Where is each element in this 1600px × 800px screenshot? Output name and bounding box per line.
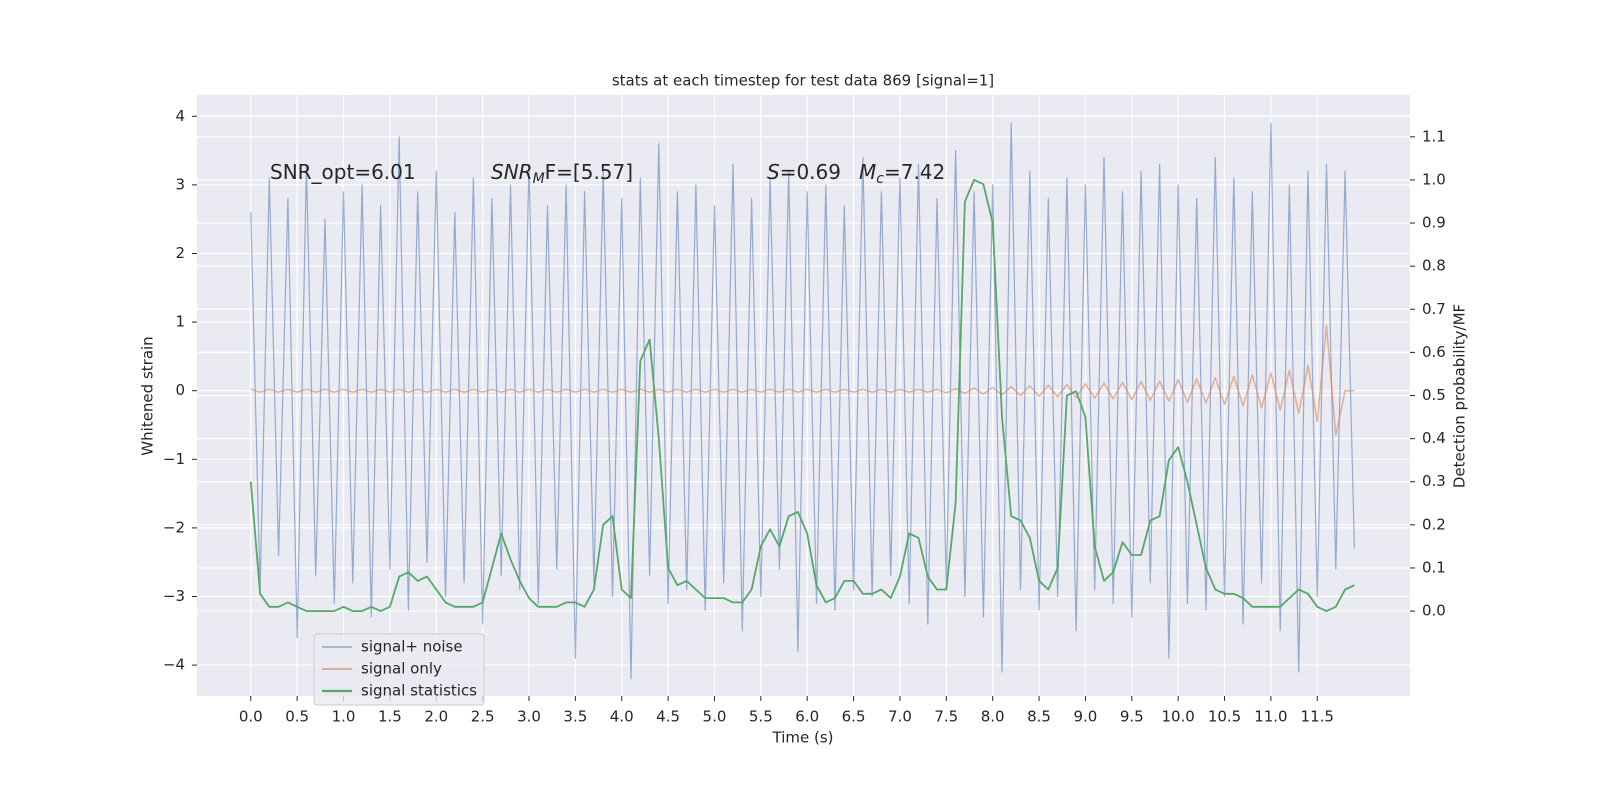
x-tick-label: 7.5 bbox=[934, 708, 958, 726]
x-tick-label: 10.0 bbox=[1161, 708, 1194, 726]
annotation-part: F=[5.57] bbox=[545, 160, 633, 184]
x-tick-label: 7.0 bbox=[888, 708, 912, 726]
x-tick-label: 0.5 bbox=[285, 708, 309, 726]
x-tick-label: 2.0 bbox=[424, 708, 448, 726]
y2-tick-label: 0.4 bbox=[1422, 429, 1446, 447]
x-tick-label: 9.5 bbox=[1120, 708, 1144, 726]
annotation-part: SNR_opt=6.01 bbox=[270, 160, 416, 184]
annotation: SNRMF=[5.57] bbox=[491, 160, 633, 188]
y-tick-label: −4 bbox=[163, 656, 185, 674]
y-axis-label: Whitened strain bbox=[139, 336, 157, 455]
y-tick-label: 1 bbox=[175, 313, 185, 331]
y2-tick-label: 0.7 bbox=[1422, 300, 1446, 318]
y2-tick-label: 0.9 bbox=[1422, 214, 1446, 232]
annotation: SNR_opt=6.01 bbox=[270, 160, 416, 184]
y2-tick-label: 0.1 bbox=[1422, 558, 1446, 576]
chart-title: stats at each timestep for test data 869… bbox=[612, 72, 994, 90]
x-tick-label: 11.0 bbox=[1254, 708, 1287, 726]
series-line bbox=[249, 178, 1355, 612]
y2-tick-label: 1.0 bbox=[1422, 170, 1446, 188]
y2-tick-label: 0.6 bbox=[1422, 343, 1446, 361]
labels: 0.0 0.5 1.0 1.5 2.0 2.5 3.0 3.5 4.0 4.5 5.0 5.5 6.0 6… bbox=[163, 107, 1446, 726]
x-tick-label: 3.5 bbox=[563, 708, 587, 726]
y2-tick-label: 0.3 bbox=[1422, 472, 1446, 490]
x-axis-label: Time (s) bbox=[772, 729, 834, 747]
x-tick-label: 0.0 bbox=[239, 708, 263, 726]
annotation-part: =7.42 bbox=[884, 160, 945, 184]
x-tick-label: 10.5 bbox=[1208, 708, 1241, 726]
x-tick-label: 4.0 bbox=[610, 708, 634, 726]
x-tick-label: 4.5 bbox=[656, 708, 680, 726]
y2-tick-label: 0.0 bbox=[1422, 602, 1446, 620]
x-tick-label: 1.0 bbox=[332, 708, 356, 726]
x-tick-label: 8.5 bbox=[1027, 708, 1051, 726]
series-line bbox=[250, 122, 1355, 680]
x-tick-label: 11.5 bbox=[1301, 708, 1334, 726]
series-line bbox=[250, 324, 1355, 437]
y-tick-label: 3 bbox=[175, 175, 185, 193]
legend-label: signal+ noise bbox=[361, 638, 463, 656]
x-tick-label: 2.5 bbox=[471, 708, 495, 726]
y-tick-label: −3 bbox=[163, 587, 185, 605]
annotation-part: c bbox=[876, 171, 884, 187]
y-tick-label: 2 bbox=[175, 244, 185, 262]
y2-tick-label: 0.2 bbox=[1422, 515, 1446, 533]
legend-label: signal statistics bbox=[361, 682, 477, 700]
y2-tick-label: 1.1 bbox=[1422, 127, 1446, 145]
legend-label: signal only bbox=[361, 660, 442, 678]
x-tick-label: 9.0 bbox=[1073, 708, 1097, 726]
legend-box bbox=[313, 633, 485, 706]
annotation-part: M bbox=[859, 160, 876, 184]
y-tick-label: −2 bbox=[163, 518, 185, 536]
annotation: Mc=7.42 bbox=[859, 160, 945, 188]
annotation-part: M bbox=[533, 171, 545, 187]
x-tick-label: 6.5 bbox=[842, 708, 866, 726]
annotation-part: SNR bbox=[491, 160, 533, 184]
marks bbox=[249, 122, 1355, 680]
x-tick-label: 3.0 bbox=[517, 708, 541, 726]
x-tick-label: 5.0 bbox=[703, 708, 727, 726]
y2-tick-label: 0.8 bbox=[1422, 257, 1446, 275]
y-tick-label: 0 bbox=[175, 381, 185, 399]
annotation: S=0.69 bbox=[767, 160, 841, 184]
annotation-part: S bbox=[767, 160, 780, 184]
y2-tick-label: 0.5 bbox=[1422, 386, 1446, 404]
x-tick-label: 5.5 bbox=[749, 708, 773, 726]
y-tick-label: 4 bbox=[175, 107, 185, 125]
x-tick-label: 1.5 bbox=[378, 708, 402, 726]
y2-axis-label: Detection probability/MF bbox=[1451, 304, 1469, 488]
annotation-part: =0.69 bbox=[780, 160, 841, 184]
x-tick-label: 8.0 bbox=[981, 708, 1005, 726]
y-tick-label: −1 bbox=[163, 450, 185, 468]
x-tick-label: 6.0 bbox=[795, 708, 819, 726]
